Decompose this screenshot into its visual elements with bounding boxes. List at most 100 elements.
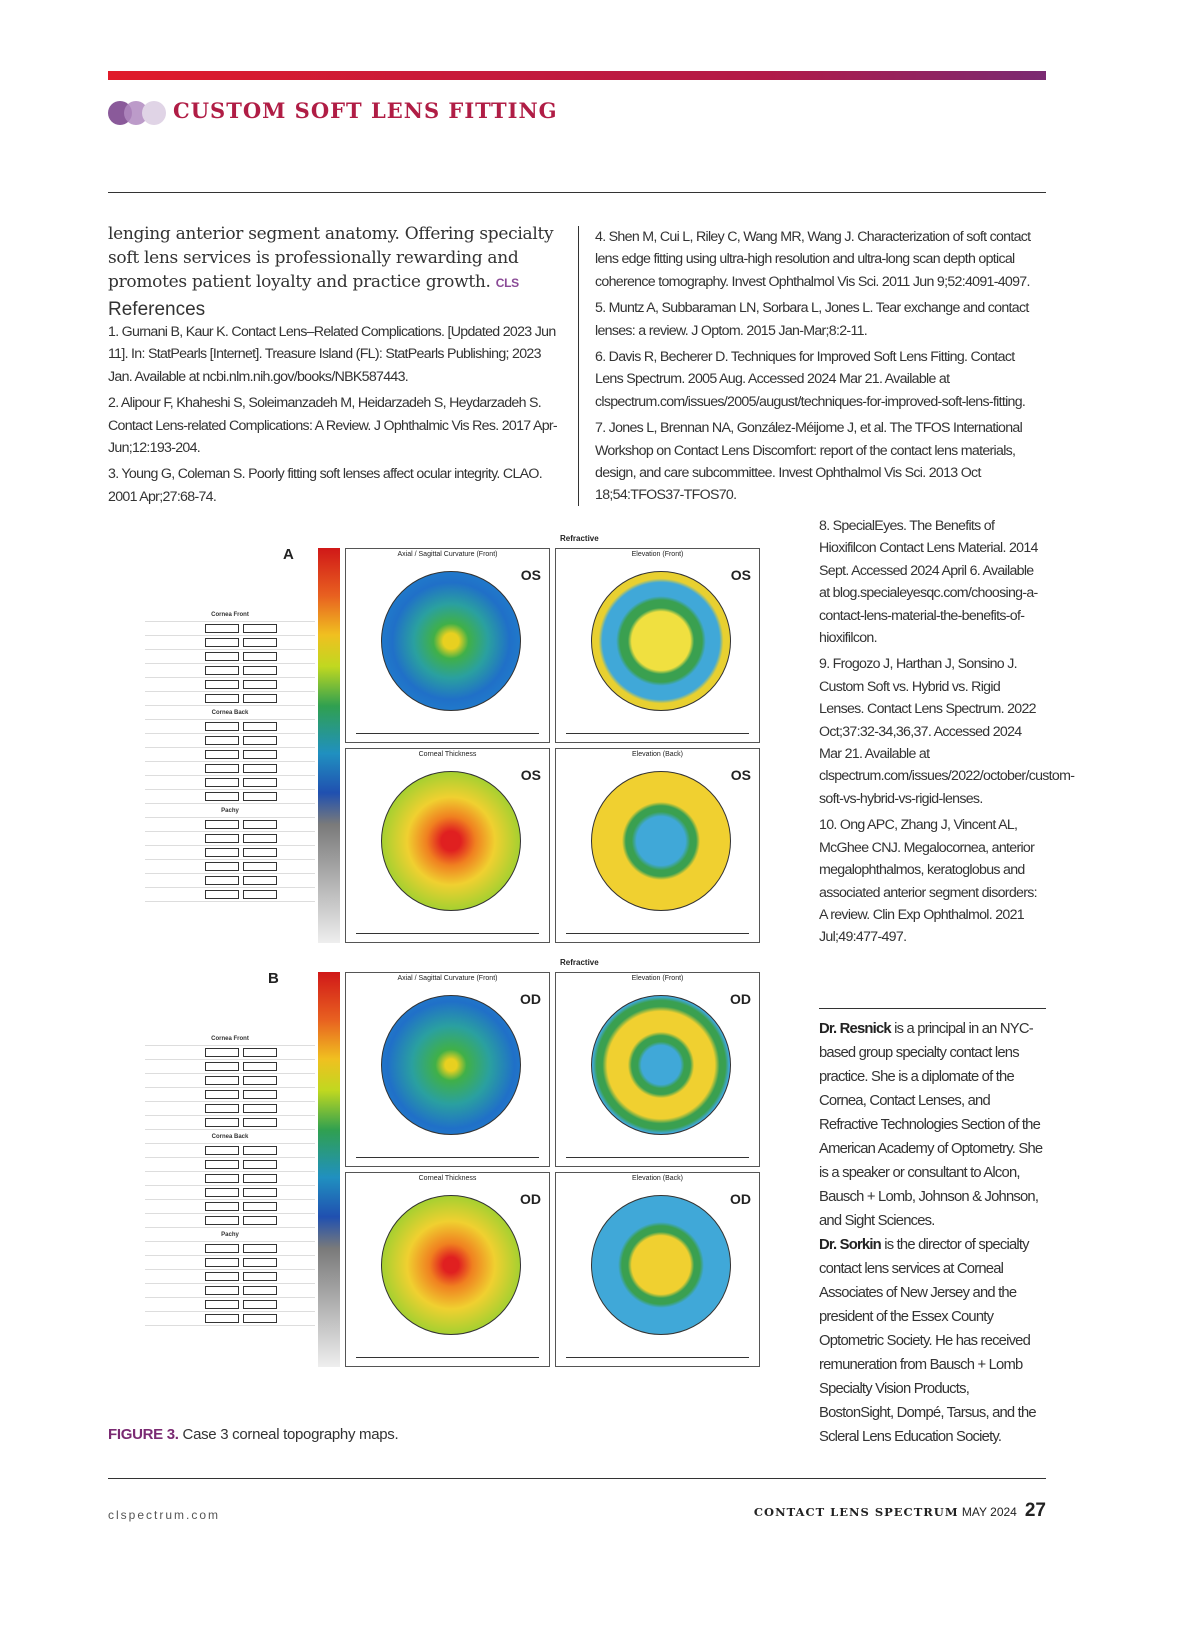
- table-section-label: Pachy: [145, 804, 315, 818]
- table-row: [145, 832, 315, 846]
- reference-item: 4. Shen M, Cui L, Riley C, Wang MR, Wang…: [595, 229, 1031, 290]
- table-row: [145, 818, 315, 832]
- map-title: Elevation (Back): [632, 1175, 683, 1182]
- figure-panel: B Refractive Cornea Front Cornea Back Pach…: [140, 958, 765, 1367]
- map-axis: [356, 933, 539, 934]
- reference-item: 7. Jones L, Brennan NA, González-Méijome…: [595, 420, 1023, 504]
- corneal-map-disk: [591, 995, 731, 1135]
- footer-website: clspectrum.com: [108, 1508, 221, 1522]
- table-section-label: Cornea Back: [145, 706, 315, 720]
- eye-label: OS: [520, 767, 541, 783]
- table-row: [145, 678, 315, 692]
- topography-map: Axial / Sagittal Curvature (Front) OD: [345, 972, 550, 1167]
- corneal-map-disk: [591, 771, 731, 911]
- corneal-map-disk: [381, 771, 521, 911]
- table-row: [145, 874, 315, 888]
- author-bio: Dr. Resnick is a principal in an NYC-bas…: [819, 1021, 1043, 1445]
- table-row: [145, 888, 315, 902]
- corneal-map-disk: [381, 571, 521, 711]
- table-row: [145, 1186, 315, 1200]
- header-color-bar: [108, 71, 1046, 80]
- footer-divider: [108, 1478, 1046, 1479]
- measurement-table: Cornea Front Cornea Back Pachy: [145, 1032, 315, 1326]
- table-row: [145, 1200, 315, 1214]
- section-logo-icon: [108, 101, 168, 125]
- topography-map: Elevation (Back) OS: [555, 748, 760, 943]
- table-row: [145, 748, 315, 762]
- table-row: [145, 1144, 315, 1158]
- panel-letter: A: [283, 546, 294, 563]
- measurement-table: Cornea Front Cornea Back Pachy: [145, 608, 315, 902]
- reference-item: 1. Gurnani B, Kaur K. Contact Lens–Relat…: [108, 324, 556, 385]
- references-heading: References: [108, 299, 206, 320]
- reference-item: 3. Young G, Coleman S. Poorly fitting so…: [108, 466, 543, 505]
- table-row: [145, 636, 315, 650]
- topography-map: Corneal Thickness OD: [345, 1172, 550, 1367]
- table-row: [145, 734, 315, 748]
- table-row: [145, 720, 315, 734]
- figure-panel: A Refractive Cornea Front Cornea Back Pach…: [140, 534, 765, 943]
- table-row: [145, 860, 315, 874]
- map-axis: [356, 1357, 539, 1358]
- panel-letter: B: [268, 970, 279, 987]
- table-row: [145, 762, 315, 776]
- sidebar: 8. SpecialEyes. The Benefits of Hioxifil…: [819, 515, 1075, 1449]
- reference-item: 2. Alipour F, Khaheshi S, Soleimanzadeh …: [108, 395, 558, 457]
- reference-item: 6. Davis R, Becherer D. Techniques for I…: [595, 349, 1026, 410]
- map-title: Elevation (Front): [631, 975, 684, 982]
- table-section-label: Pachy: [145, 1228, 315, 1242]
- table-section-label: Cornea Front: [145, 608, 315, 622]
- right-column: 4. Shen M, Cui L, Riley C, Wang MR, Wang…: [595, 226, 1040, 511]
- map-axis: [566, 1357, 749, 1358]
- map-axis: [566, 1157, 749, 1158]
- table-row: [145, 1046, 315, 1060]
- topography-map: Corneal Thickness OS: [345, 748, 550, 943]
- page-number: 27: [1024, 1500, 1046, 1521]
- corneal-map-disk: [381, 995, 521, 1135]
- map-title: Corneal Thickness: [418, 751, 477, 758]
- table-row: [145, 790, 315, 804]
- eye-label: OD: [730, 1191, 751, 1207]
- map-axis: [566, 733, 749, 734]
- author2-name: Dr. Sorkin: [819, 1237, 882, 1253]
- table-row: [145, 1074, 315, 1088]
- table-row: [145, 1172, 315, 1186]
- table-row: [145, 1284, 315, 1298]
- end-mark: CLS: [495, 276, 519, 290]
- table-row: [145, 1158, 315, 1172]
- table-row: [145, 1102, 315, 1116]
- table-row: [145, 846, 315, 860]
- topography-map: Axial / Sagittal Curvature (Front) OS: [345, 548, 550, 743]
- map-title: Corneal Thickness: [418, 1175, 477, 1182]
- table-row: [145, 1214, 315, 1228]
- eye-label: OS: [730, 767, 751, 783]
- footer-issue: CONTACT LENS SPECTRUM MAY 2024 27: [753, 1500, 1046, 1521]
- table-row: [145, 1088, 315, 1102]
- corneal-map-disk: [381, 1195, 521, 1335]
- table-row: [145, 776, 315, 790]
- map-title: Elevation (Front): [631, 551, 684, 558]
- topography-map: Elevation (Front) OS: [555, 548, 760, 743]
- color-scale: [318, 548, 340, 943]
- panel-header: Refractive: [560, 534, 599, 543]
- eye-label: OD: [730, 991, 751, 1007]
- topography-map: Elevation (Front) OD: [555, 972, 760, 1167]
- table-row: [145, 1242, 315, 1256]
- corneal-map-disk: [591, 1195, 731, 1335]
- table-section-label: Cornea Front: [145, 1032, 315, 1046]
- author1-name: Dr. Resnick: [819, 1021, 892, 1037]
- reference-item: 9. Frogozo J, Harthan J, Sonsino J. Cust…: [819, 656, 1075, 807]
- map-title: Elevation (Back): [632, 751, 683, 758]
- sidebar-references: 8. SpecialEyes. The Benefits of Hioxifil…: [819, 515, 1075, 1008]
- header-divider: [108, 192, 1046, 193]
- map-axis: [356, 733, 539, 734]
- table-row: [145, 1298, 315, 1312]
- figure-caption: FIGURE 3. Case 3 corneal topography maps…: [108, 1426, 399, 1443]
- map-axis: [356, 1157, 539, 1158]
- reference-item: 10. Ong APC, Zhang J, Vincent AL, McGhee…: [819, 817, 1038, 946]
- table-section-label: Cornea Back: [145, 1130, 315, 1144]
- table-row: [145, 1256, 315, 1270]
- reference-item: 8. SpecialEyes. The Benefits of Hioxifil…: [819, 518, 1038, 647]
- table-row: [145, 1312, 315, 1326]
- corneal-map-disk: [591, 571, 731, 711]
